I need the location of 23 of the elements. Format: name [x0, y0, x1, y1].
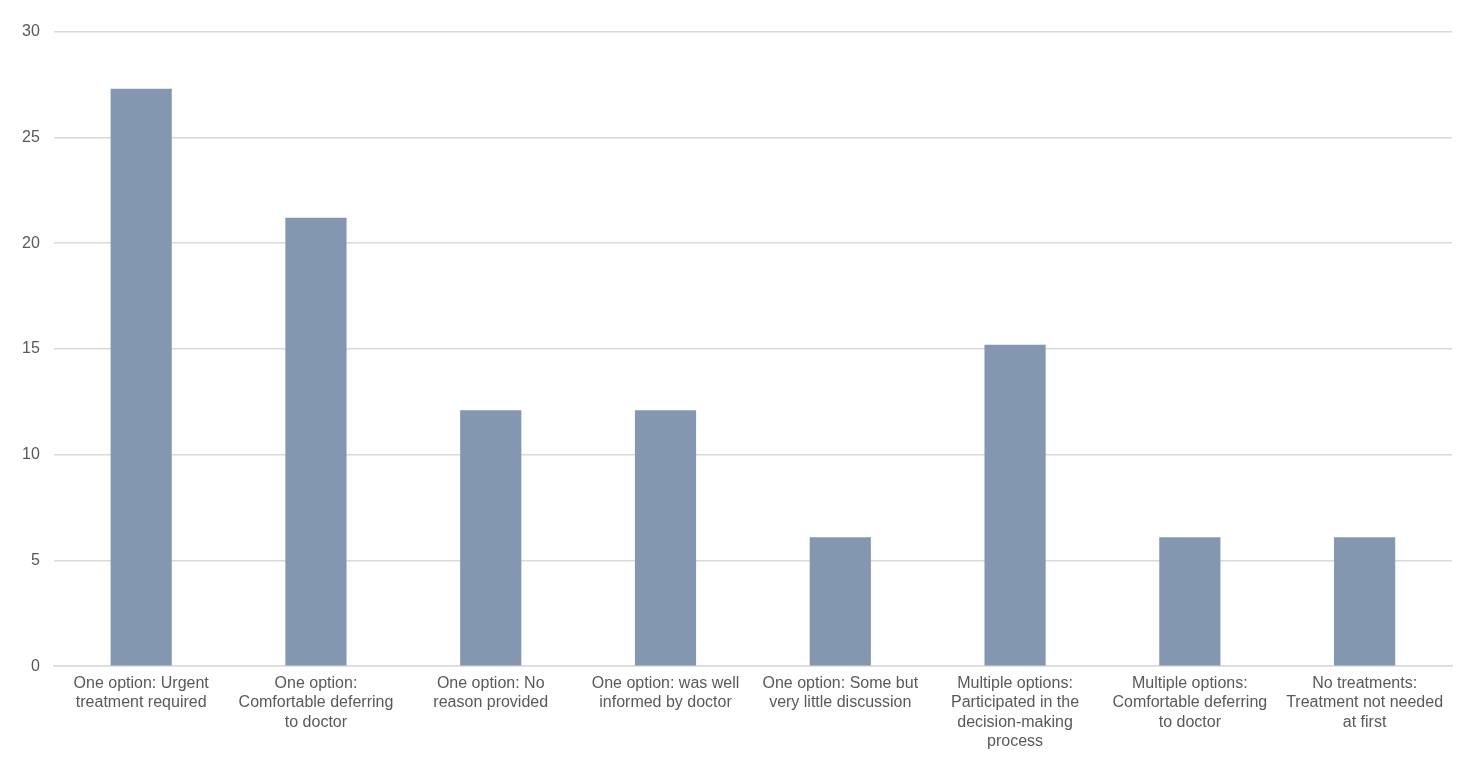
bar — [809, 537, 871, 666]
bar — [634, 410, 697, 666]
y-tick-label: 5 — [30, 550, 40, 568]
y-tick-label: 0 — [30, 656, 40, 674]
bar — [285, 217, 347, 666]
bar — [110, 88, 172, 666]
x-tick-label: One option: Some but very little discussion — [762, 674, 919, 711]
y-tick-label: 10 — [22, 445, 40, 463]
x-tick-label: Multiple options: Comfortable deferring to doctor — [1112, 674, 1268, 730]
x-tick-label: One option: Comfortable deferring to doctor — [238, 674, 394, 730]
bar — [1334, 537, 1396, 666]
x-tick-label: One option: was well informed by doctor — [591, 674, 740, 711]
x-tick-label: No treatments: Treatment not needed at first — [1286, 674, 1444, 730]
x-tick-label: One option: No reason provided — [433, 674, 549, 711]
y-tick-label: 25 — [22, 127, 40, 145]
y-tick-label: 20 — [22, 233, 40, 251]
x-tick-label: Multiple options: Participated in the decision-making process — [951, 674, 1080, 749]
bar — [1159, 537, 1221, 666]
y-tick-label: 15 — [22, 339, 40, 357]
x-tick-label: One option: Urgent treatment required — [73, 674, 210, 711]
bar — [984, 344, 1046, 666]
bar — [460, 410, 522, 666]
y-tick-label: 30 — [22, 22, 40, 40]
